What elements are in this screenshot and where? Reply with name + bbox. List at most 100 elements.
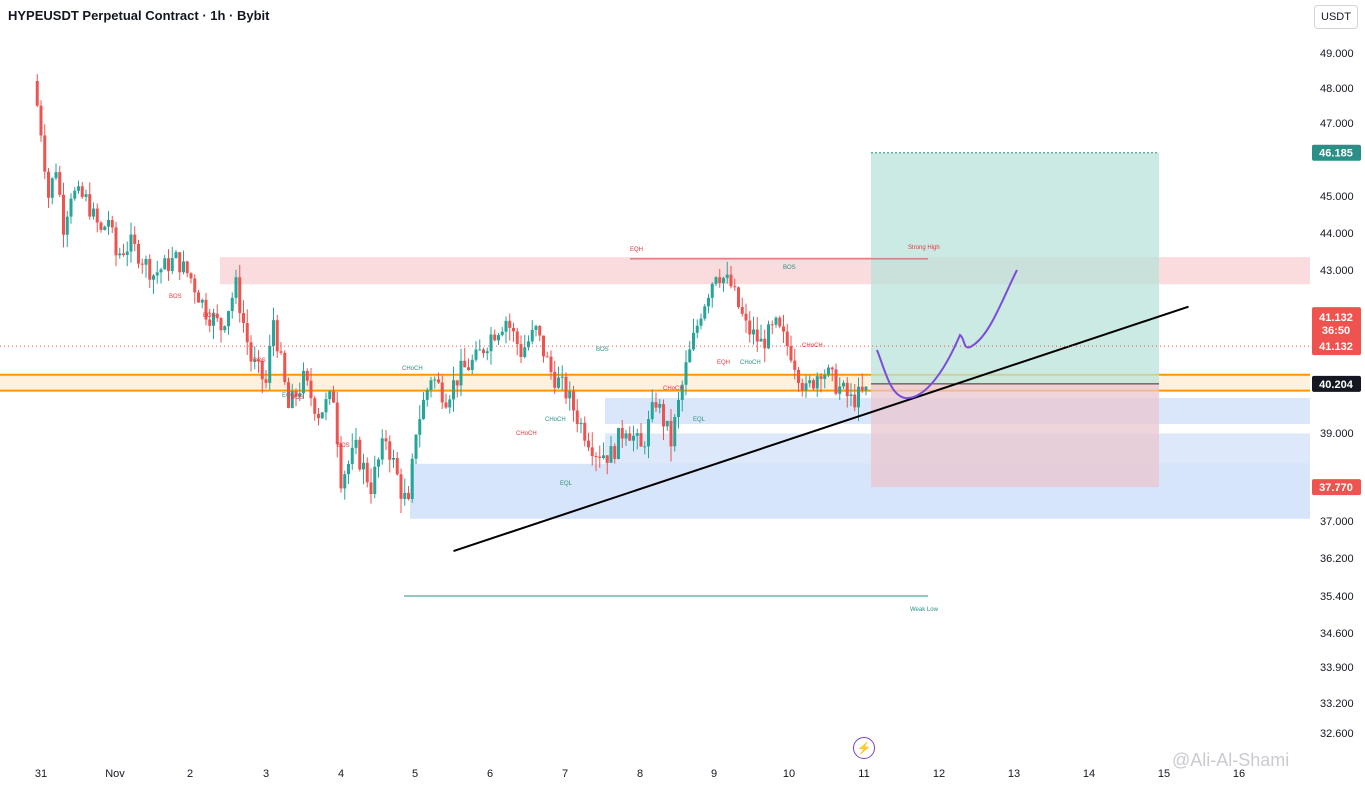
candle-body <box>212 313 215 326</box>
candle-body <box>114 227 118 256</box>
candle-body <box>467 367 470 371</box>
candle-body <box>680 384 684 400</box>
candle-body <box>613 446 617 459</box>
candle-body <box>264 379 268 383</box>
candle-body <box>497 335 500 341</box>
candle-body <box>294 391 298 397</box>
candle-body <box>290 391 294 408</box>
y-tick-label: 36.200 <box>1320 553 1354 565</box>
candle-body <box>643 446 647 448</box>
candle-body <box>605 455 609 463</box>
candle-body <box>665 420 669 427</box>
candle-body <box>339 444 343 489</box>
candle-body <box>129 234 133 252</box>
x-tick-label: 7 <box>562 768 568 780</box>
candle-body <box>823 375 827 379</box>
candle-body <box>714 277 718 284</box>
candle-body <box>182 261 185 273</box>
y-tick-label: 44.000 <box>1320 228 1354 240</box>
choch-label: CHoCH <box>545 417 566 423</box>
candle-body <box>763 338 767 349</box>
candle-body <box>118 253 122 256</box>
lightning-bolt-icon[interactable]: ⚡ <box>853 737 875 759</box>
candle-body <box>377 459 380 467</box>
candle-body <box>628 433 632 441</box>
candle-body <box>227 311 230 327</box>
candle-body <box>260 360 264 380</box>
candle-body <box>448 399 452 408</box>
stop-zone <box>871 383 1159 488</box>
target-price-tag: 46.185 <box>1319 148 1353 160</box>
candle-body <box>849 394 853 397</box>
eql-label: EQL <box>282 393 295 399</box>
candle-body <box>384 438 388 442</box>
candle-body <box>673 416 677 447</box>
candle-body <box>279 351 283 353</box>
candle-body <box>298 393 302 397</box>
entry-price-tag-bg <box>1312 375 1361 392</box>
target-price-tag-bg <box>1312 144 1361 161</box>
x-tick-label: 4 <box>338 768 344 780</box>
candle-body <box>208 319 212 326</box>
x-tick-label: 8 <box>637 768 643 780</box>
candle-body <box>549 356 553 372</box>
y-tick-label: 33.900 <box>1320 662 1354 674</box>
candle-body <box>373 466 377 495</box>
candle-body <box>362 462 365 470</box>
time-axis[interactable]: 31 Nov 2 3 4 5 6 7 8 9 10 11 12 13 14 15 16 <box>35 768 1245 780</box>
countdown-tag: 36:50 <box>1322 325 1350 337</box>
candle-body <box>815 376 819 389</box>
y-tick-label: 33.200 <box>1320 698 1354 710</box>
candle-body <box>508 320 512 328</box>
candle-body <box>155 272 159 276</box>
entry-price-tag: 40.204 <box>1319 379 1354 391</box>
candle-body <box>778 317 782 327</box>
candle-body <box>257 359 260 361</box>
candle-body <box>519 344 523 357</box>
candle-body <box>800 383 804 391</box>
y-tick-label: 48.000 <box>1320 83 1354 95</box>
eql-label: EQL <box>560 481 573 487</box>
choch-label: CHoCH <box>402 366 423 372</box>
candle-body <box>688 349 692 363</box>
candle-body <box>358 439 362 470</box>
candle-body <box>305 370 309 381</box>
candle-body <box>560 376 564 378</box>
candle-body <box>662 403 665 427</box>
candle-body <box>80 186 84 197</box>
candle-body <box>249 342 253 362</box>
candle-body <box>695 325 699 333</box>
candle-body <box>350 447 354 464</box>
candle-body <box>92 208 95 217</box>
x-tick-label: 3 <box>263 768 269 780</box>
candle-body <box>137 243 140 264</box>
demand-zone-lower <box>410 463 1310 519</box>
candle-body <box>444 402 448 408</box>
candle-body <box>185 261 189 274</box>
candle-body <box>230 297 234 312</box>
candle-body <box>332 391 335 403</box>
candle-body <box>343 474 347 489</box>
price-axis[interactable]: 49.000 48.000 47.000 45.000 44.000 43.000 39.0… <box>1320 48 1354 740</box>
x-tick-label: 13 <box>1008 768 1020 780</box>
candle-body <box>860 386 864 391</box>
choch-label: CHoCH <box>802 343 823 349</box>
candle-body <box>287 382 290 408</box>
candle-body <box>639 433 643 447</box>
candle-body <box>313 398 317 414</box>
candle-body <box>853 394 857 408</box>
candle-body <box>62 194 65 235</box>
candle-body <box>440 382 444 403</box>
stop-price-tag-bg <box>1312 479 1361 496</box>
x-tick-label: 12 <box>933 768 945 780</box>
candle-body <box>583 422 587 441</box>
bos-label: BOS <box>169 294 182 300</box>
candle-body <box>579 422 583 425</box>
candle-body <box>609 446 613 463</box>
currency-selector[interactable]: USDT <box>1314 5 1358 29</box>
candle-body <box>624 433 628 439</box>
candle-body <box>107 219 110 227</box>
candle-body <box>493 334 497 341</box>
candle-body <box>35 81 39 106</box>
